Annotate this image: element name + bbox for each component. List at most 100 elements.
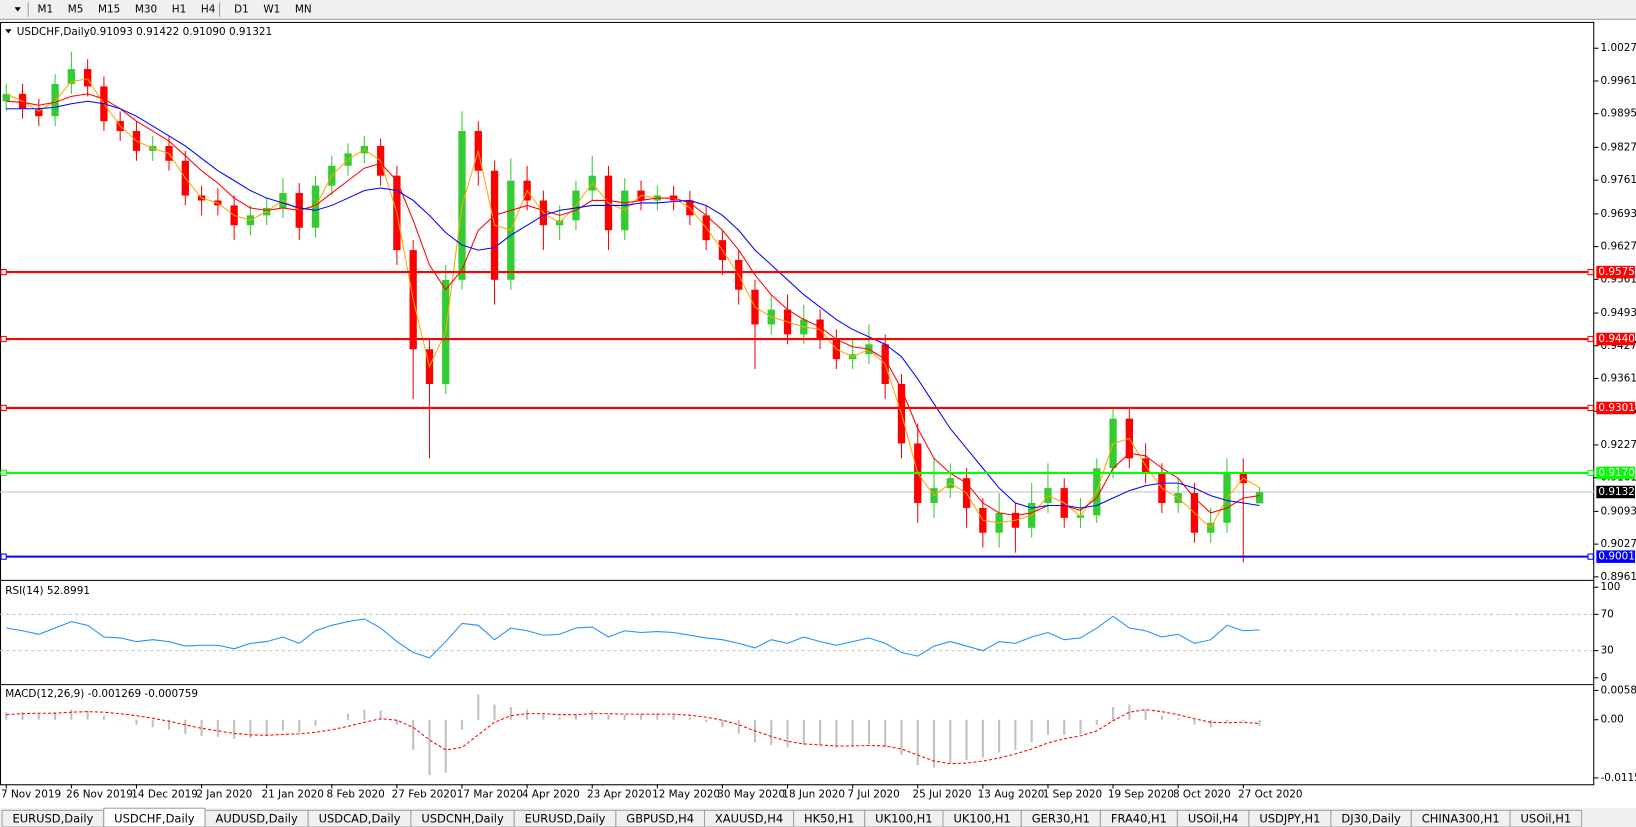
macd-bar [867,719,870,744]
toolbar-dropdown[interactable] [14,7,21,12]
level-handle[interactable] [1587,553,1594,560]
macd-bar [1144,709,1147,720]
timeframe-button[interactable]: M5 [68,3,84,15]
macd-bar [86,710,89,720]
y-tick-label: 0.96270 [1601,241,1636,253]
macd-bar [1063,719,1066,735]
level-tag-label: 0.90018 [1598,551,1636,563]
macd-bar [949,719,952,763]
rsi-line [6,615,1260,659]
level-handle[interactable] [1587,404,1594,412]
tab-label[interactable]: USDCHF,Daily [114,812,195,826]
timeframe-button[interactable]: M15 [98,3,120,15]
macd-bar [558,717,561,720]
macd-bar [1128,704,1131,720]
level-handle[interactable] [1587,335,1594,343]
macd-bar [591,710,594,720]
timeframe-button[interactable]: D1 [234,3,249,15]
chart-frame [0,21,1595,786]
macd-bar [786,719,789,748]
level-handle[interactable] [0,553,7,560]
macd-bar [1095,719,1098,725]
menu-triangle[interactable] [5,29,12,34]
y-tick-label: 0.90270 [1601,538,1636,550]
tab-label[interactable]: EURUSD,Daily [13,812,94,826]
level-tag-label: 0.94406 [1598,333,1636,345]
y-tick-label: -0.011541 [1601,772,1636,784]
macd-bar [249,719,252,738]
tab-label[interactable]: DJ30,Daily [1341,812,1401,826]
tab-label[interactable]: USDCNH,Daily [421,812,504,826]
tab-label[interactable]: FRA40,H1 [1111,812,1167,826]
y-tick-label: 30 [1601,645,1614,657]
x-tick-label: 26 Nov 2019 [66,789,133,801]
y-tick-label: 0.97610 [1601,174,1636,186]
macd-bar [444,719,447,773]
y-tick-label: 0.005818 [1601,684,1636,696]
tab-label[interactable]: GBPUSD,H4 [626,812,694,826]
x-tick-label: 7 Nov 2019 [1,789,61,801]
level-handle[interactable] [0,268,7,276]
macd-bar [379,710,382,720]
tab-label[interactable]: USDCAD,Daily [319,812,401,826]
macd-bar [900,719,903,756]
tab-label[interactable]: EURUSD,Daily [525,812,606,826]
macd-bar [884,719,887,748]
macd-bar [216,719,219,737]
level-handle[interactable] [1587,268,1594,276]
macd-bar [347,713,350,720]
timeframe-button[interactable]: M1 [38,3,54,15]
timeframe-button[interactable]: MN [295,3,312,15]
y-tick-label: 0.00 [1601,714,1624,726]
timeframe-button[interactable]: W1 [263,3,280,15]
chart-title: USDCHF,Daily [17,26,90,38]
macd-bar [265,719,268,735]
candle-body [67,69,76,84]
last-price-tag [1596,485,1635,499]
tab-label[interactable]: HK50,H1 [804,812,854,826]
macd-bar [233,719,236,739]
level-handle[interactable] [0,335,7,343]
macd-bar [819,719,822,745]
macd-bar [1112,707,1115,720]
macd-bar [737,719,740,734]
level-handle[interactable] [1587,469,1594,477]
timeframe-button[interactable]: H1 [172,3,186,15]
tab-label[interactable]: UK100,H1 [875,812,932,826]
ohlc-header: 0.91093 0.91422 0.91090 0.91321 [90,26,272,38]
moving-average [6,100,1260,509]
tab-label[interactable]: USOil,H4 [1188,812,1239,826]
macd-bar [721,719,724,728]
tab-label[interactable]: XAUUSD,H4 [715,812,783,826]
candle-body [35,108,43,117]
macd-bar [167,719,171,730]
macd-bar [1030,719,1033,743]
candle-body [1255,492,1264,504]
tab-label[interactable]: GER30,H1 [1032,812,1090,826]
macd-bar [1177,718,1180,720]
y-tick-label: 0.94270 [1601,340,1636,352]
macd-title: MACD(12,26,9) -0.001269 -0.000759 [5,688,198,700]
level-handle[interactable] [0,469,7,477]
macd-bar [428,719,431,776]
timeframe-button[interactable]: H4 [201,3,216,15]
level-tag [1596,466,1635,480]
candle-body [51,83,59,117]
macd-bar [965,719,968,761]
x-tick-label: 30 May 2020 [717,789,785,801]
tab[interactable] [1509,809,1583,827]
level-handle[interactable] [0,404,7,412]
macd-bar [1242,719,1245,722]
x-tick-label: 27 Feb 2020 [392,789,457,801]
timeframe-button[interactable]: M30 [135,3,157,15]
tab-label[interactable]: CHINA300,H1 [1422,812,1500,826]
tab-label[interactable]: UK100,H1 [953,812,1010,826]
y-tick-label: 0.92270 [1601,439,1636,451]
level-tag-label: 0.93016 [1598,402,1636,414]
tab-label[interactable]: USOil,H1 [1521,812,1572,826]
macd-bar [509,707,512,720]
tab-label[interactable]: USDJPY,H1 [1259,812,1320,826]
macd-bar [1046,719,1050,735]
tab-label[interactable]: AUDUSD,Daily [215,812,297,826]
macd-bar [395,719,398,725]
